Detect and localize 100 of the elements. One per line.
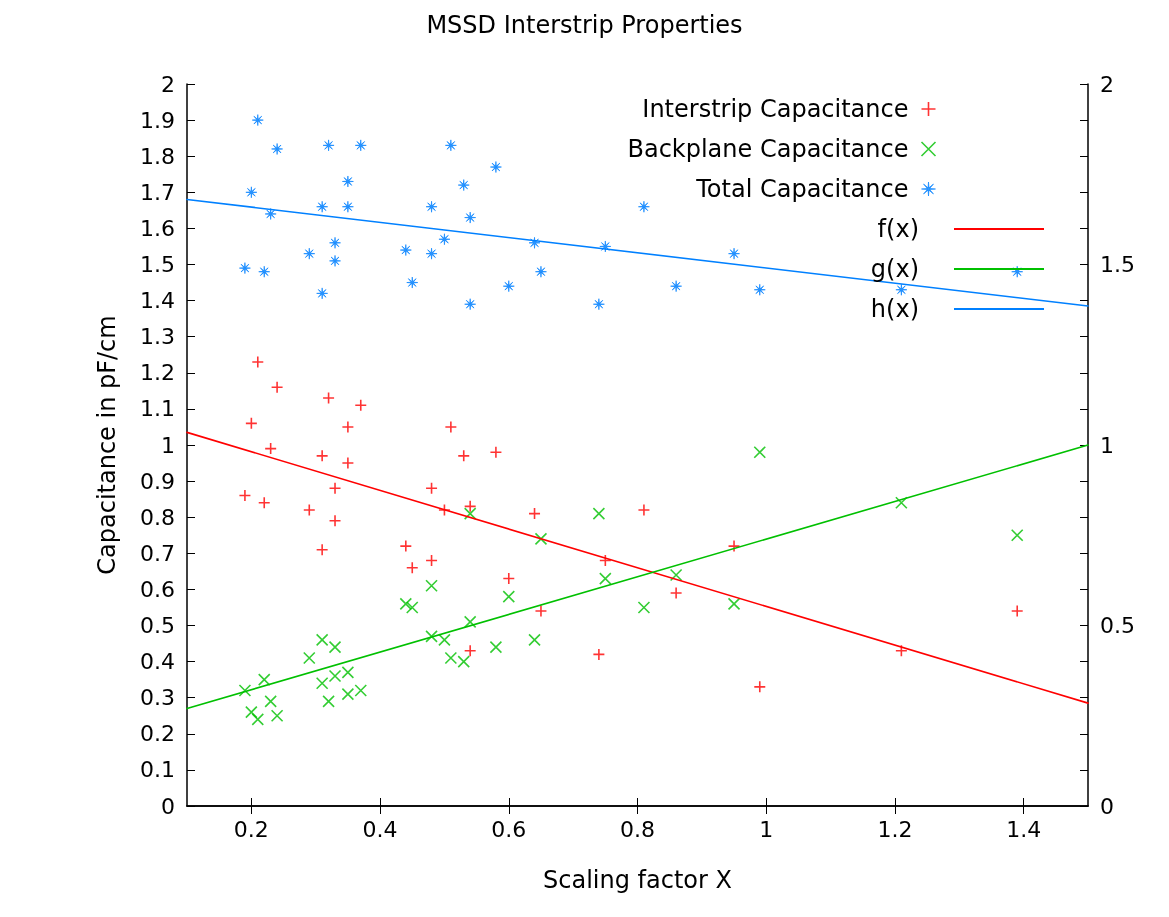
point [895, 283, 908, 296]
point [457, 449, 471, 463]
point [271, 143, 283, 155]
point [341, 456, 355, 470]
point [316, 287, 329, 300]
point [399, 244, 412, 256]
point [328, 482, 342, 495]
point [457, 655, 471, 668]
point [239, 262, 251, 275]
point [438, 633, 451, 647]
x-tick-label: 0.8 [620, 816, 655, 842]
point [502, 572, 516, 585]
point [341, 666, 355, 679]
point [592, 298, 605, 311]
point [592, 648, 606, 661]
point [425, 482, 438, 495]
legend-label: f(x) [877, 215, 919, 243]
point [895, 644, 908, 658]
y-axis-title: Capacitance in pF/cm [93, 315, 121, 575]
point [444, 651, 458, 665]
point [341, 175, 354, 188]
point [341, 420, 355, 434]
y-tick-label: 0.4 [140, 649, 175, 675]
point [270, 709, 284, 723]
point [502, 280, 515, 293]
point [258, 265, 271, 278]
point [528, 633, 541, 647]
point [463, 507, 477, 520]
point [444, 420, 458, 434]
point [669, 568, 683, 582]
point [251, 114, 264, 126]
point [302, 651, 316, 665]
point [463, 615, 477, 629]
x-tick-label: 0.4 [362, 816, 398, 842]
y-tick-label: 1.2 [140, 360, 175, 386]
y-tick-label: 0.2 [140, 721, 175, 747]
point [251, 355, 265, 369]
x-tick-label: 1.2 [877, 816, 913, 842]
point [303, 247, 316, 260]
point [328, 514, 342, 528]
x-tick-label: 0.6 [491, 816, 527, 842]
point [354, 398, 368, 412]
point [322, 139, 335, 152]
y2-tick-label: 2 [1100, 71, 1114, 97]
point [302, 503, 316, 517]
x-tick-label: 0.2 [233, 816, 269, 842]
point [534, 532, 548, 546]
point [670, 280, 683, 293]
point [438, 233, 451, 246]
point [638, 200, 650, 213]
y-tick-label: 1 [161, 432, 175, 458]
point [1010, 604, 1024, 618]
y-tick-label: 1.9 [140, 107, 175, 133]
point [489, 445, 503, 459]
y-tick-label: 2 [161, 71, 175, 97]
point [444, 139, 457, 152]
point [669, 586, 683, 600]
y-tick-label: 0.9 [140, 468, 175, 494]
y2-tick-label: 0 [1100, 793, 1114, 819]
y-tick-label: 0.7 [140, 540, 175, 566]
point [270, 380, 284, 394]
point [322, 695, 335, 708]
point [405, 601, 419, 614]
point [727, 597, 741, 611]
legend-label: h(x) [870, 295, 919, 323]
y2-tick-label: 1.5 [1100, 252, 1135, 277]
point [528, 507, 541, 520]
point [316, 200, 329, 213]
point [463, 500, 477, 513]
chart-title: MSSD Interstrip Properties [426, 11, 743, 39]
point [264, 695, 277, 708]
point [425, 200, 438, 213]
y-tick-label: 1.6 [140, 215, 175, 241]
legend-label: Total Capacitance [695, 175, 909, 203]
x-axis-title: Scaling factor X [543, 866, 732, 894]
point [425, 630, 438, 643]
point [322, 391, 335, 405]
point [528, 236, 541, 249]
point [315, 449, 329, 463]
legend-label: Backplane Capacitance [627, 135, 909, 163]
point [464, 298, 477, 311]
point [341, 687, 355, 701]
point [1010, 528, 1024, 542]
y2-tick-label: 1 [1100, 432, 1114, 458]
point [245, 417, 258, 430]
point [637, 503, 651, 517]
y-tick-label: 1.8 [140, 143, 175, 169]
point [238, 684, 252, 697]
point [727, 539, 741, 553]
point [753, 680, 767, 694]
point [535, 265, 547, 278]
y-tick-label: 1.1 [140, 396, 175, 422]
y-tick-label: 0.3 [140, 685, 175, 711]
point [315, 543, 329, 556]
point [406, 276, 419, 289]
point [341, 200, 354, 213]
point [251, 713, 265, 726]
point [328, 640, 342, 654]
point [599, 554, 612, 567]
point [315, 633, 329, 647]
